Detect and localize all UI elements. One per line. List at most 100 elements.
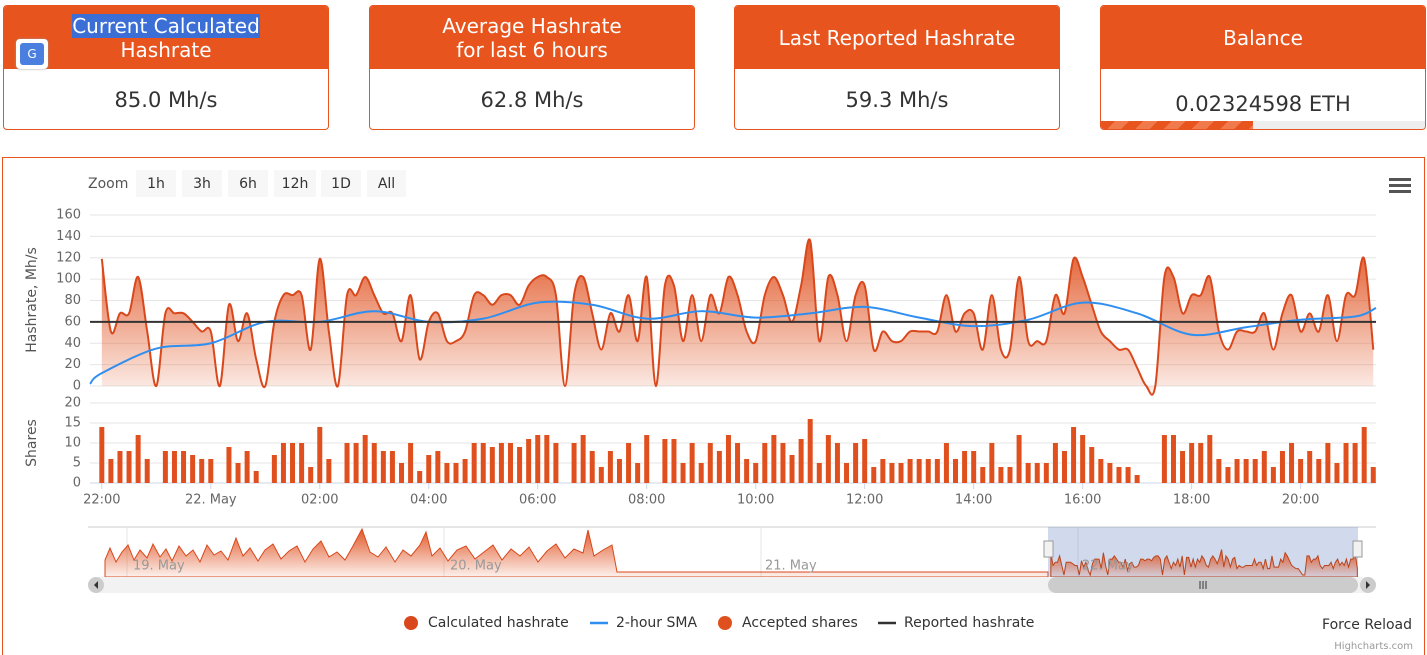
legend-label[interactable]: 2-hour SMA — [616, 615, 697, 631]
x-tick-label: 18:00 — [1173, 493, 1210, 508]
menu-bar — [1389, 184, 1411, 187]
bar — [735, 443, 741, 483]
bar — [435, 451, 441, 483]
bar — [389, 451, 395, 483]
zoom-button-label: All — [378, 176, 395, 192]
bar — [1225, 467, 1231, 483]
zoom-label: Zoom — [88, 176, 128, 192]
zoom-button[interactable] — [274, 170, 316, 197]
bar — [190, 455, 196, 483]
y-tick-label: 20 — [64, 396, 81, 411]
bar — [553, 443, 559, 483]
bar — [526, 439, 532, 483]
legend-symbol[interactable] — [404, 616, 418, 630]
navigator[interactable]: 19. May 20. May 21. May 22. May — [88, 526, 1376, 578]
bar — [162, 451, 168, 483]
bar — [798, 439, 804, 483]
bar — [199, 459, 205, 483]
legend-label[interactable]: Calculated hashrate — [428, 615, 569, 631]
card-title: Balance — [1223, 25, 1303, 50]
bar — [417, 471, 423, 483]
credits[interactable]: Highcharts.com — [1334, 641, 1413, 652]
bar — [943, 443, 949, 483]
card: Average Hashrate for last 6 hours 62.8 Mh… — [369, 5, 695, 130]
bar — [1034, 463, 1040, 483]
bar — [1170, 435, 1176, 483]
bar — [753, 463, 759, 483]
card: Balance 0.02324598 ETH — [1100, 5, 1426, 130]
bar — [1261, 451, 1267, 483]
bar — [635, 463, 641, 483]
bar — [271, 455, 277, 483]
legend-label[interactable]: Reported hashrate — [904, 615, 1034, 631]
navigator-label: 20. May — [450, 559, 502, 574]
bar — [1025, 463, 1031, 483]
bar — [980, 467, 986, 483]
card-title: Hashrate — [120, 37, 212, 62]
bar — [1198, 443, 1204, 483]
force-reload[interactable]: Force Reload — [1322, 617, 1412, 633]
bar — [780, 443, 786, 483]
menu-button[interactable] — [1389, 178, 1411, 193]
zoom-button[interactable] — [228, 170, 268, 197]
bar — [326, 459, 332, 483]
bar — [1343, 443, 1349, 483]
bar — [99, 427, 105, 483]
bar — [1089, 447, 1095, 483]
bar — [235, 463, 241, 483]
zoom-button-label: 1h — [147, 176, 165, 192]
card-value: 0.02324598 ETH — [1175, 92, 1351, 116]
zoom-button[interactable] — [136, 170, 176, 197]
bar — [181, 451, 187, 483]
navigator-handle[interactable] — [1043, 540, 1054, 558]
bar — [1370, 467, 1376, 483]
zoom-button[interactable] — [321, 170, 361, 197]
bar — [834, 443, 840, 483]
y-tick-label: 60 — [64, 314, 81, 329]
zoom-button[interactable] — [367, 170, 406, 197]
x-tick-label: 16:00 — [1064, 493, 1101, 508]
bar — [1007, 467, 1013, 483]
zoom-button[interactable] — [182, 170, 222, 197]
scrollbar[interactable] — [88, 577, 1376, 593]
bar — [771, 435, 777, 483]
bar — [662, 439, 668, 483]
bar — [453, 463, 459, 483]
translate-icon[interactable]: G — [16, 39, 48, 69]
bar — [1125, 467, 1131, 483]
legend-symbol[interactable] — [718, 616, 732, 630]
legend-label[interactable]: Accepted shares — [742, 615, 858, 631]
bar — [480, 443, 486, 483]
bar — [671, 439, 677, 483]
bar — [1243, 459, 1249, 483]
bar — [426, 455, 432, 483]
bar — [844, 463, 850, 483]
bar — [1161, 435, 1167, 483]
x-tick-label: 02:00 — [301, 493, 338, 508]
card-title: for last 6 hours — [456, 37, 608, 62]
bar — [1107, 463, 1113, 483]
bar — [789, 455, 795, 483]
bar — [853, 443, 859, 483]
navigator-handle[interactable] — [1352, 540, 1363, 558]
x-tick-label: 12:00 — [846, 493, 883, 508]
bar — [1289, 443, 1295, 483]
bar — [916, 459, 922, 483]
card-header: Balance — [1101, 6, 1425, 69]
bar — [998, 467, 1004, 483]
bar — [962, 451, 968, 483]
card-title: Last Reported Hashrate — [778, 25, 1016, 50]
zoom-button-label: 3h — [193, 176, 211, 192]
bar — [1307, 451, 1313, 483]
bar — [716, 451, 722, 483]
bar — [1061, 451, 1067, 483]
bar — [1016, 435, 1022, 483]
navigator-label: 21. May — [765, 559, 817, 574]
y-tick-label: 120 — [56, 250, 81, 265]
bar — [317, 427, 323, 483]
y-tick-label: 80 — [64, 293, 81, 308]
bar — [589, 451, 595, 483]
menu-bar — [1389, 190, 1411, 193]
bar — [1298, 459, 1304, 483]
bar — [308, 467, 314, 483]
